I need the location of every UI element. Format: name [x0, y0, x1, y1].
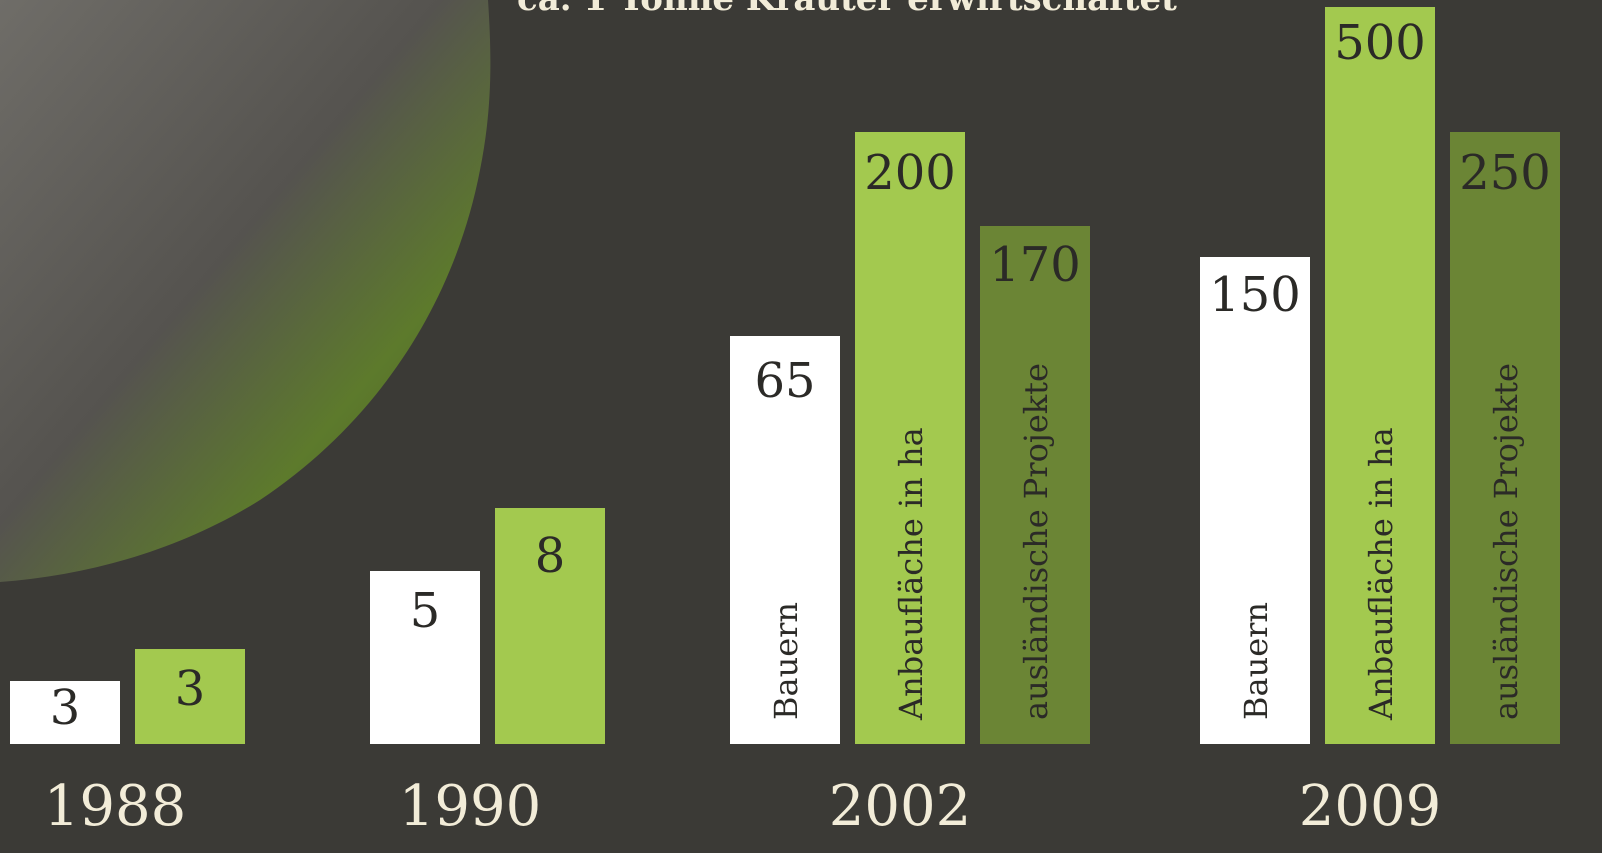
value-label: 8 — [535, 528, 566, 584]
value-label: 150 — [1209, 267, 1301, 323]
year-label: 1990 — [399, 774, 542, 839]
bar-label: ausländische Projekte — [1487, 363, 1525, 720]
value-label: 65 — [754, 353, 815, 409]
year-label: 1988 — [44, 774, 187, 839]
value-label: 5 — [410, 583, 441, 639]
value-label: 250 — [1459, 145, 1551, 201]
year-label: 2002 — [829, 774, 972, 839]
infographic: ca. 1 Tonne Kräuter erwirtschaftet 1988 3… — [0, 0, 1602, 853]
title: ca. 1 Tonne Kräuter erwirtschaftet — [517, 0, 1177, 19]
bar-label: ausländische Projekte — [1017, 363, 1055, 720]
bar-label: Anbaufläche in ha — [1362, 427, 1400, 721]
bar-label: Anbaufläche in ha — [892, 427, 930, 721]
bar-label: Bauern — [767, 602, 805, 720]
value-label: 170 — [989, 237, 1081, 293]
year-label: 2009 — [1299, 774, 1442, 839]
value-label: 3 — [175, 661, 206, 717]
value-label: 500 — [1334, 15, 1426, 71]
bar-label: Bauern — [1237, 602, 1275, 720]
value-label: 3 — [50, 680, 81, 736]
value-label: 200 — [864, 145, 956, 201]
